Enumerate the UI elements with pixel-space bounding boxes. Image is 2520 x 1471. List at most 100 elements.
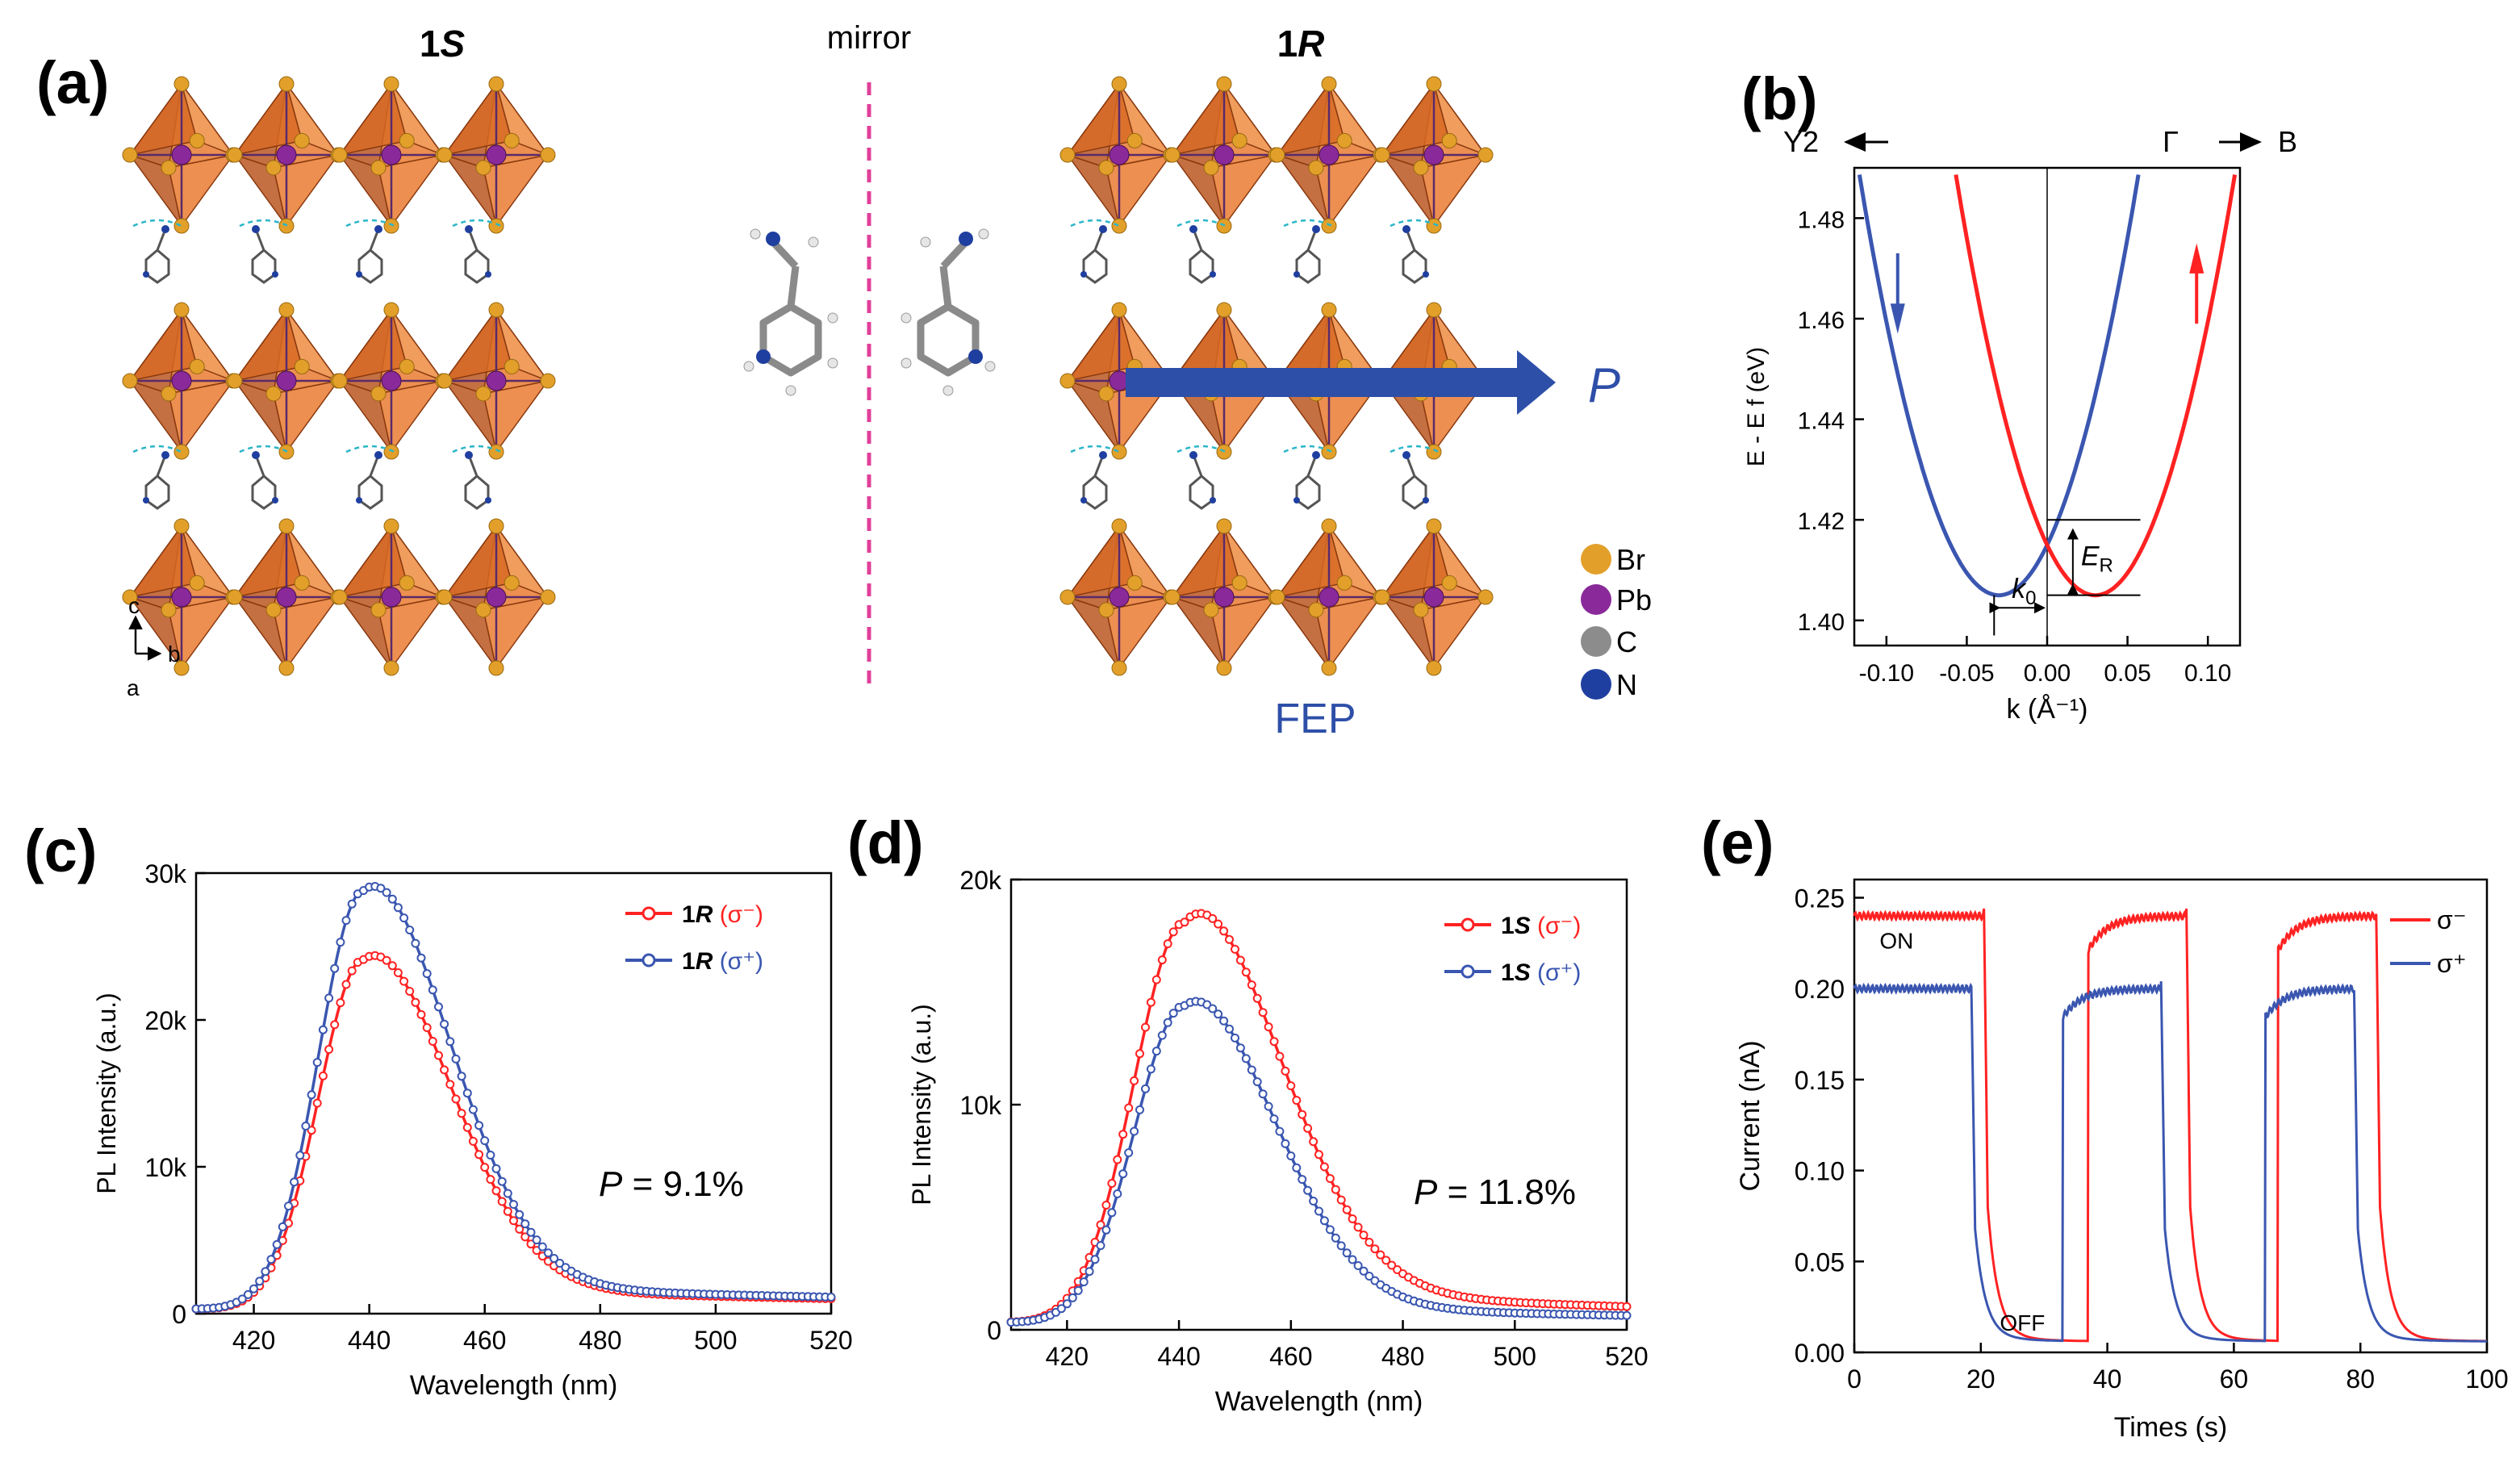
pb-atom: [171, 587, 192, 608]
octahedron-face: [1066, 524, 1136, 599]
pl-point-blue: [1258, 1089, 1268, 1099]
axis-b-label: b: [168, 641, 181, 667]
hydrogen-atom: [978, 228, 989, 240]
pl-point-red: [515, 1224, 524, 1234]
pb-atom: [1319, 587, 1339, 608]
br-atom: [1203, 602, 1219, 618]
pl-point-blue: [341, 916, 351, 926]
hydrogen-atom: [785, 385, 796, 396]
br-atom: [1111, 660, 1127, 676]
br-atom: [437, 373, 453, 389]
octahedron-face: [1315, 153, 1382, 228]
y-tick-label: 1.42: [1798, 508, 1845, 535]
pl-point-red: [382, 955, 391, 965]
octahedron-face: [338, 308, 408, 382]
br-atom: [1164, 147, 1181, 163]
pl-point-blue: [503, 1189, 512, 1198]
br-atom: [1426, 302, 1442, 318]
pl-point-blue: [515, 1210, 524, 1219]
fep-label: FEP: [1274, 696, 1356, 742]
n-atom: [1312, 451, 1320, 459]
pl-point-blue: [1107, 1208, 1117, 1218]
pl-point-blue: [405, 926, 415, 934]
pl-point-blue: [1364, 1272, 1374, 1281]
pl-point-blue: [312, 1058, 322, 1068]
pl-point-red: [324, 1045, 334, 1054]
pl-point-blue: [520, 1219, 530, 1229]
band-red: [1954, 174, 2238, 598]
octahedron-face: [1066, 82, 1136, 157]
octahedron-face: [1381, 82, 1451, 157]
legend-label: 1R (σ⁺): [682, 948, 763, 975]
y-tick-label: 1.48: [1798, 207, 1845, 233]
pl-point-red: [457, 1109, 466, 1118]
pl-point-red: [387, 961, 397, 971]
y-axis-title: PL Intensity (a.u.): [92, 993, 121, 1194]
pl-point-blue: [1101, 1225, 1111, 1235]
pl-point-blue: [1292, 1163, 1302, 1172]
pl-point-blue: [1084, 1267, 1094, 1277]
pl-point-red: [1135, 1049, 1144, 1059]
direction-y2-label: Y2: [1783, 125, 1819, 158]
octahedron-face: [443, 524, 513, 599]
pl-point-blue: [1073, 1285, 1083, 1295]
pl-point-red: [491, 1186, 501, 1196]
pl-point-blue: [1359, 1266, 1369, 1276]
pyridine-ring: [759, 303, 822, 377]
pl-point-red: [1364, 1238, 1374, 1247]
pyridine-n-atom: [968, 349, 983, 364]
n-atom: [1423, 497, 1429, 504]
pl-point-blue: [272, 1239, 282, 1249]
spin-down-arrowhead: [1890, 303, 1905, 334]
pl-point-blue: [318, 1025, 328, 1034]
br-atom: [332, 147, 348, 163]
x-tick-label: 0.05: [2104, 660, 2150, 687]
pl-point-red: [1336, 1195, 1346, 1205]
x-tick-label: 440: [1157, 1342, 1200, 1371]
pyridine-n-atom: [756, 349, 771, 364]
pl-point-red: [1096, 1220, 1105, 1230]
br-atom: [1321, 76, 1337, 92]
br-atom: [1269, 589, 1285, 605]
organic-ring: [1189, 474, 1214, 510]
pb-atom: [1214, 144, 1235, 165]
pb-atom: [1214, 587, 1235, 608]
pl-point-blue: [1151, 1047, 1161, 1056]
polarization-annotation: P = 9.1%: [599, 1164, 744, 1204]
pl-point-blue: [1062, 1299, 1072, 1309]
chart-e: 0 20 40 60 80 100 0.00 0.05 0.10 0.15 0.20 0.25 ON OF…: [1735, 878, 2509, 1443]
x-tick-label: 440: [348, 1326, 391, 1355]
br-atom: [370, 602, 387, 618]
br-atom: [488, 76, 504, 92]
br-atom: [540, 147, 556, 163]
br-atom: [294, 358, 310, 374]
pl-point-blue: [1331, 1233, 1340, 1243]
pl-point-red: [1319, 1162, 1329, 1172]
n-atom: [1210, 497, 1216, 504]
legend-n-ball: [1581, 669, 1611, 700]
br-atom: [1477, 589, 1494, 605]
y-tick-label: 1.46: [1798, 307, 1845, 334]
pl-point-blue: [1281, 1139, 1290, 1148]
pl-point-red: [462, 1122, 472, 1132]
pl-point-red: [1269, 1037, 1279, 1047]
pl-point-red: [1264, 1022, 1273, 1032]
pl-point-blue: [1275, 1126, 1285, 1136]
octahedron-face: [1276, 524, 1346, 599]
x-tick-label: 0.00: [2024, 660, 2071, 687]
legend-label: 1S (σ⁻): [1501, 913, 1581, 939]
br-atom: [278, 518, 295, 534]
pl-point-blue: [255, 1277, 265, 1286]
pb-atom: [381, 370, 402, 391]
y-axis-title: Current (nA): [1735, 1040, 1766, 1191]
pl-point-blue: [295, 1151, 305, 1160]
octahedron-face: [168, 153, 235, 228]
br-atom: [1426, 660, 1442, 676]
pl-point-red: [1214, 919, 1223, 929]
pl-point-blue: [1252, 1077, 1262, 1087]
pl-point-blue: [1298, 1175, 1307, 1185]
br-atom: [1426, 218, 1442, 234]
x-tick-label: 520: [809, 1326, 852, 1355]
hydrogen-bond: [1283, 219, 1333, 228]
band-blue: [1857, 174, 2141, 598]
